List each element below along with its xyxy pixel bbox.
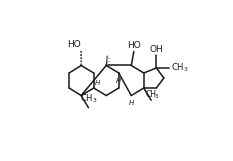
Text: F: F [105,58,110,67]
Text: CH$_3$: CH$_3$ [80,92,97,105]
Text: HO: HO [127,41,141,50]
Text: OH: OH [149,45,163,54]
Text: H: H [116,78,121,84]
Text: H: H [95,80,100,86]
Text: CH: CH [146,90,157,99]
Text: HO: HO [67,40,81,49]
Text: CH$_3$: CH$_3$ [171,62,188,74]
Text: H: H [129,100,134,106]
Text: 3: 3 [155,95,159,99]
